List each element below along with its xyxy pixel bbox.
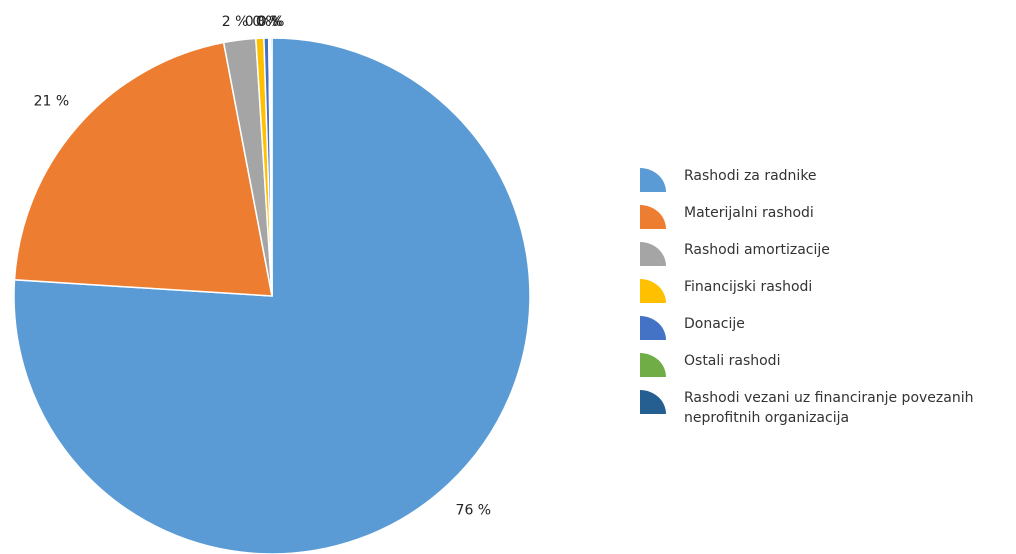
legend: Rashodi za radnike Materijalni rashodi Ras…	[640, 166, 1010, 439]
legend-item: Financijski rashodi	[640, 277, 1010, 303]
legend-label: Rashodi amortizacije	[684, 242, 830, 258]
data-label: 0 %	[258, 14, 285, 30]
legend-swatch	[640, 279, 666, 303]
data-label: 21 %	[34, 93, 70, 109]
legend-swatch	[640, 168, 666, 192]
legend-label: Rashodi za radnike	[684, 168, 817, 184]
legend-item: Rashodi amortizacije	[640, 240, 1010, 266]
legend-swatch	[640, 242, 666, 266]
legend-swatch	[640, 353, 666, 377]
data-label: 0 %	[252, 14, 279, 30]
data-label: 0 %	[256, 14, 283, 30]
legend-item: Materijalni rashodi	[640, 203, 1010, 229]
data-label: 2 %	[222, 14, 249, 30]
pie-slice	[13, 41, 273, 297]
chart: 76 %21 %2 %0 %0 %0 %0 %	[13, 14, 531, 554]
legend-item: Rashodi za radnike	[640, 166, 1010, 192]
legend-label: Financijski rashodi	[684, 279, 813, 295]
legend-swatch	[640, 390, 666, 414]
pie-slice	[269, 37, 273, 297]
legend-label: Donacije	[684, 316, 745, 332]
data-label: 76 %	[456, 502, 492, 518]
legend-item: Ostali rashodi	[640, 351, 1010, 377]
legend-label: Materijalni rashodi	[684, 205, 814, 221]
legend-label: Rashodi vezani uz financiranje povezanih…	[684, 390, 974, 426]
legend-swatch	[640, 316, 666, 340]
legend-swatch	[640, 205, 666, 229]
data-label: 0 %	[245, 14, 272, 30]
legend-label: Ostali rashodi	[684, 353, 781, 369]
pie-slice	[13, 37, 531, 554]
legend-item: Donacije	[640, 314, 1010, 340]
legend-item: Rashodi vezani uz financiranje povezanih…	[640, 388, 1010, 428]
